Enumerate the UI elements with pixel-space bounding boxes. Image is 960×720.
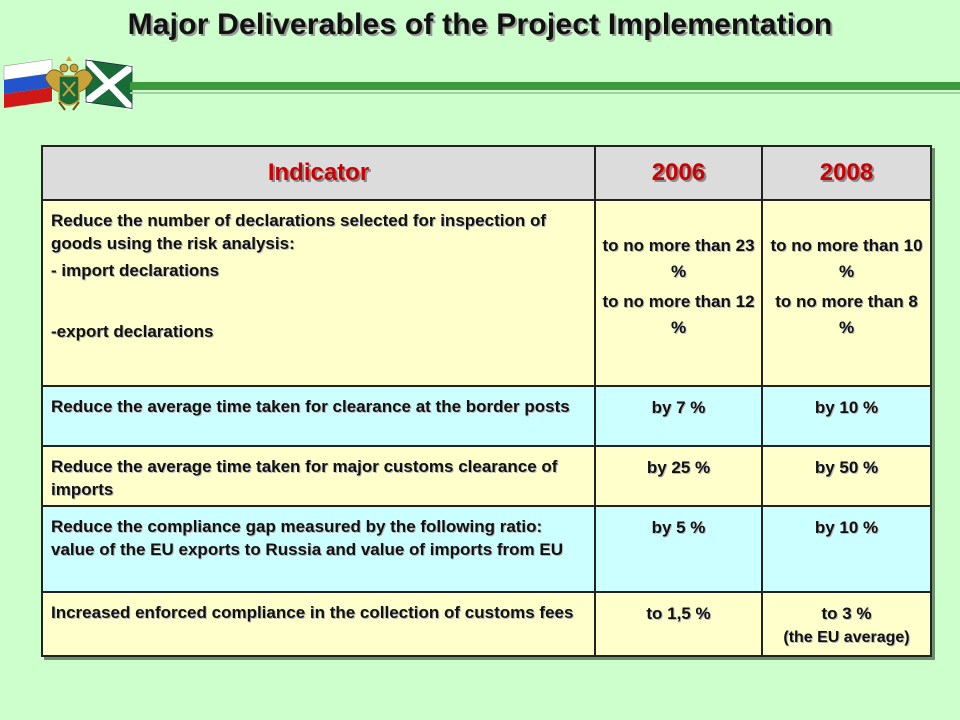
- header-2006: 2006: [594, 145, 763, 201]
- indicator-cell: Reduce the compliance gap measured by th…: [41, 505, 596, 593]
- value-2008-note: (the EU average): [783, 629, 910, 646]
- value-2008-cell: by 10 %: [761, 385, 932, 447]
- value-2008-cell: to no more than 10 % to no more than 8 %: [761, 199, 932, 387]
- value-2008-cell: by 50 %: [761, 445, 932, 507]
- value-2006-cell: by 25 %: [594, 445, 763, 507]
- table-row: Reduce the number of declarations select…: [41, 199, 932, 387]
- value-2006-export: to no more than 12 %: [602, 292, 755, 337]
- indicator-cell: Reduce the number of declarations select…: [41, 199, 596, 387]
- indicator-cell: Increased enforced compliance in the col…: [41, 591, 596, 657]
- table-row: Increased enforced compliance in the col…: [41, 591, 932, 657]
- value-2006-cell: to no more than 23 % to no more than 12 …: [594, 199, 763, 387]
- table-row: Reduce the average time taken for major …: [41, 445, 932, 507]
- header-2008: 2008: [761, 145, 932, 201]
- indicator-cell: Reduce the average time taken for major …: [41, 445, 596, 507]
- header-rule: [130, 82, 960, 90]
- russian-customs-emblem-icon: [3, 56, 135, 111]
- table-row: Reduce the average time taken for cleara…: [41, 385, 932, 447]
- value-2006-cell: by 5 %: [594, 505, 763, 593]
- value-2008-cell: to 3 % (the EU average): [761, 591, 932, 657]
- value-2008-export: to no more than 8 %: [775, 292, 918, 337]
- header-indicator: Indicator: [41, 145, 596, 201]
- value-2008-cell: by 10 %: [761, 505, 932, 593]
- indicator-import: - import declarations: [51, 261, 220, 280]
- page-title: Major Deliverables of the Project Implem…: [127, 8, 833, 41]
- header-rule-shadow: [130, 92, 960, 94]
- value-2006-cell: by 7 %: [594, 385, 763, 447]
- indicator-cell: Reduce the average time taken for cleara…: [41, 385, 596, 447]
- indicator-intro: Reduce the number of declarations select…: [51, 211, 546, 253]
- indicator-export: -export declarations: [51, 322, 214, 341]
- table-row: Reduce the compliance gap measured by th…: [41, 505, 932, 593]
- table-header-row: Indicator 2006 2008: [41, 145, 932, 201]
- value-2008-import: to no more than 10 %: [770, 236, 923, 281]
- value-2006-import: to no more than 23 %: [602, 236, 755, 281]
- deliverables-table: Indicator 2006 2008 Reduce the number of…: [41, 145, 932, 657]
- value-2008-main: to 3 %: [821, 604, 872, 623]
- value-2006-cell: to 1,5 %: [594, 591, 763, 657]
